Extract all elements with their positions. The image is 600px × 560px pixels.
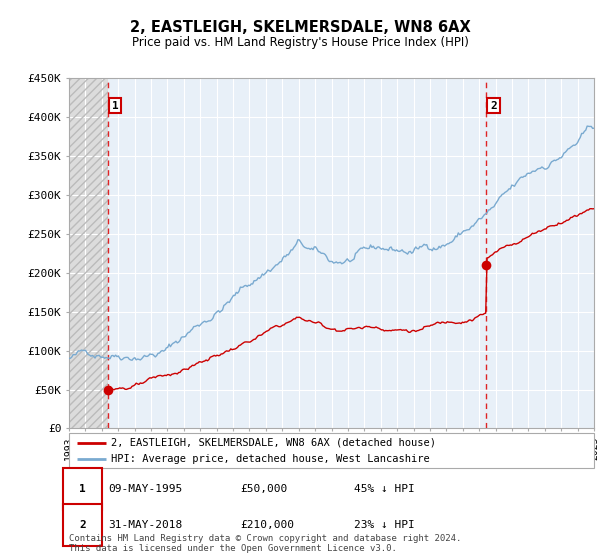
Text: £210,000: £210,000 xyxy=(240,520,294,530)
Text: Price paid vs. HM Land Registry's House Price Index (HPI): Price paid vs. HM Land Registry's House … xyxy=(131,36,469,49)
Text: 2, EASTLEIGH, SKELMERSDALE, WN8 6AX: 2, EASTLEIGH, SKELMERSDALE, WN8 6AX xyxy=(130,20,470,35)
FancyBboxPatch shape xyxy=(69,433,594,468)
Text: HPI: Average price, detached house, West Lancashire: HPI: Average price, detached house, West… xyxy=(111,454,430,464)
Text: 09-MAY-1995: 09-MAY-1995 xyxy=(108,484,182,493)
Text: 45% ↓ HPI: 45% ↓ HPI xyxy=(354,484,415,493)
Bar xyxy=(69,78,107,428)
Bar xyxy=(69,78,107,428)
Text: 23% ↓ HPI: 23% ↓ HPI xyxy=(354,520,415,530)
Text: 1: 1 xyxy=(112,101,118,111)
Text: 31-MAY-2018: 31-MAY-2018 xyxy=(108,520,182,530)
Text: 2, EASTLEIGH, SKELMERSDALE, WN8 6AX (detached house): 2, EASTLEIGH, SKELMERSDALE, WN8 6AX (det… xyxy=(111,437,436,447)
Text: £50,000: £50,000 xyxy=(240,484,287,493)
Text: 1: 1 xyxy=(79,484,86,493)
Text: 2: 2 xyxy=(490,101,497,111)
Text: 2: 2 xyxy=(79,520,86,530)
Text: Contains HM Land Registry data © Crown copyright and database right 2024.
This d: Contains HM Land Registry data © Crown c… xyxy=(69,534,461,553)
